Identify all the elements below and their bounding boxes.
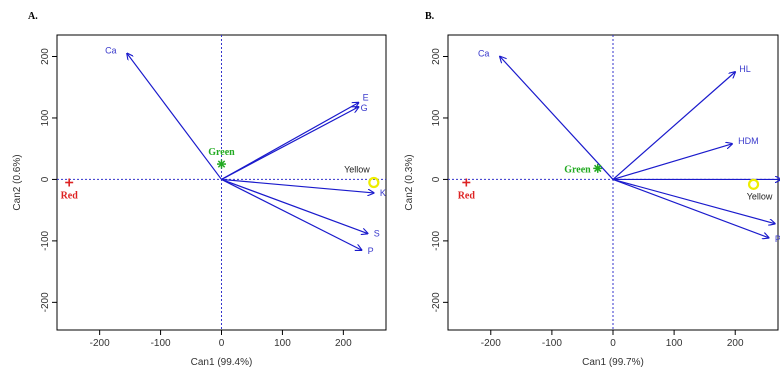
- vector-arrow-ca: [500, 57, 614, 180]
- vector-arrow-p: [612, 178, 769, 237]
- vector-arrow-g: [221, 107, 359, 180]
- x-tick-label: 0: [219, 338, 225, 349]
- y-tick-label: 0: [431, 176, 442, 182]
- group-marker-yellow: [747, 178, 760, 190]
- vector-label-hl: HL: [739, 64, 751, 74]
- group-label-red: Red: [458, 191, 476, 202]
- chart-panel-b: B. -200 -100 0 100 200 -200 -100 0 100 200 Can1 (99…: [404, 11, 780, 368]
- x-tick-label: 100: [274, 338, 291, 349]
- vector-arrow-s: [612, 178, 775, 223]
- y-tick-label: -200: [431, 292, 442, 312]
- group-marker-red: [462, 178, 471, 187]
- x-tick-label: 200: [335, 338, 352, 349]
- group-label-green: Green: [208, 147, 235, 158]
- vector-arrow-ca: [127, 53, 222, 180]
- group-label-yellow: Yellow: [747, 191, 773, 201]
- x-tick-label: -200: [481, 338, 501, 349]
- y-tick-label: -100: [40, 230, 51, 250]
- x-axis-title: Can1 (99.4%): [191, 357, 253, 368]
- vector-arrow-k: [221, 178, 374, 193]
- y-tick-label: -100: [431, 230, 442, 250]
- vector-label-g: G: [361, 103, 368, 113]
- group-marker-red: [65, 178, 74, 187]
- y-tick-label: 200: [431, 48, 442, 65]
- group-label-green: Green: [564, 164, 591, 175]
- y-tick-label: -200: [40, 292, 51, 312]
- vector-label-k: K: [380, 188, 386, 198]
- x-tick-label: 0: [610, 338, 616, 349]
- vector-label-ca: Ca: [105, 45, 117, 55]
- x-tick-label: 100: [666, 338, 683, 349]
- x-tick-label: -100: [151, 338, 171, 349]
- x-tick-label: 200: [727, 338, 744, 349]
- y-tick-label: 0: [40, 176, 51, 182]
- vector-label-p: P: [368, 246, 374, 256]
- chart-panel-a: A. -200 -100 0 100 200 -200 -100 0 100 200 Can1 (99…: [12, 11, 387, 368]
- group-label-red: Red: [61, 191, 79, 202]
- panel-label: B.: [425, 11, 435, 22]
- group-marker-green: [217, 159, 226, 169]
- vector-arrow-e: [221, 103, 359, 180]
- group-label-yellow: Yellow: [344, 165, 370, 175]
- vector-label-p: P: [775, 234, 780, 244]
- asterisk-stroke: [217, 160, 226, 168]
- group-marker-yellow: [368, 176, 380, 189]
- y-axis-title: Can2 (0.6%): [12, 154, 23, 210]
- x-axis-title: Can1 (99.7%): [582, 357, 644, 368]
- vector-arrow-hl: [612, 72, 735, 180]
- group-marker-green: [593, 163, 603, 173]
- panel-label: A.: [28, 11, 38, 22]
- vector-label-hdm: HDM: [738, 136, 759, 146]
- y-tick-label: 100: [431, 109, 442, 126]
- vector-arrow-p: [221, 178, 362, 250]
- vector-arrow-hdm: [612, 144, 732, 181]
- x-tick-label: -200: [90, 338, 110, 349]
- x-tick-label: -100: [542, 338, 562, 349]
- asterisk-stroke: [594, 164, 602, 173]
- vector-label-e: E: [363, 93, 369, 103]
- vector-arrow-s: [221, 178, 368, 233]
- vector-label-ca: Ca: [478, 49, 490, 59]
- y-tick-label: 100: [40, 109, 51, 126]
- y-axis-title: Can2 (0.3%): [404, 154, 415, 210]
- y-tick-label: 200: [40, 48, 51, 65]
- vector-label-s: S: [374, 229, 380, 239]
